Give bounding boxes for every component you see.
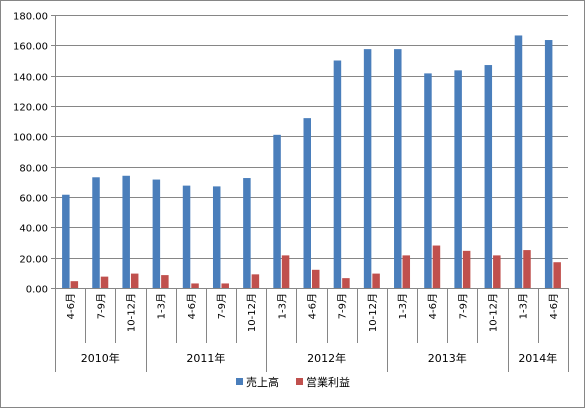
bar-operating-profit [281, 255, 290, 288]
x-tick-label: 1-3月 [397, 293, 409, 319]
bar-sales [273, 134, 281, 288]
bar-operating-profit [251, 274, 260, 288]
year-label: 2014年 [518, 351, 557, 365]
legend-entry: 売上高 [246, 375, 279, 389]
bar-operating-profit [100, 276, 109, 288]
year-label: 2012年 [307, 351, 346, 365]
x-tick-label: 1-3月 [156, 293, 168, 319]
legend-entry: 営業利益 [306, 375, 350, 389]
bar-operating-profit [70, 281, 79, 288]
x-tick-label: 1-3月 [276, 293, 288, 319]
bar-sales [363, 49, 372, 288]
bar-operating-profit [553, 262, 561, 288]
bar-operating-profit [161, 275, 169, 288]
bar-operating-profit [342, 278, 350, 288]
bar-sales [424, 73, 432, 289]
bar-sales [333, 60, 342, 288]
x-tick-label: 7-9月 [216, 293, 228, 319]
y-tick-label: 80.00 [19, 164, 48, 175]
bar-sales [454, 70, 462, 288]
x-tick-label: 10-12月 [367, 293, 379, 332]
x-tick-label: 7-9月 [337, 293, 349, 319]
year-label: 2010年 [81, 351, 120, 365]
bar-operating-profit [221, 283, 229, 288]
bar-sales [212, 186, 221, 288]
bar-operating-profit [191, 283, 199, 288]
x-tick-label: 4-6月 [548, 293, 560, 319]
x-tick-label: 4-6月 [186, 293, 198, 319]
legend-swatch [296, 378, 303, 385]
bar-sales [152, 179, 161, 288]
bar-sales [394, 49, 402, 288]
y-tick-label: 180.00 [13, 12, 48, 23]
bar-sales [92, 177, 100, 288]
y-tick-label: 100.00 [13, 133, 48, 144]
x-tick-label: 4-6月 [427, 293, 439, 319]
y-tick-label: 60.00 [19, 194, 48, 205]
y-tick-label: 160.00 [13, 42, 48, 53]
x-tick-label: 10-12月 [125, 293, 137, 332]
legend-swatch [236, 378, 243, 385]
bar-operating-profit [312, 269, 320, 288]
year-label: 2013年 [428, 351, 467, 365]
bar-operating-profit [402, 255, 411, 288]
bar-sales [62, 194, 70, 288]
x-tick-label: 4-6月 [307, 293, 319, 319]
x-tick-label: 7-9月 [457, 293, 469, 319]
bar-sales [122, 175, 130, 288]
bar-sales [303, 118, 311, 288]
y-tick-label: 40.00 [19, 224, 48, 235]
bar-operating-profit [130, 273, 139, 288]
y-tick-label: 140.00 [13, 73, 48, 84]
x-tick-label: 10-12月 [488, 293, 500, 332]
bar-sales [544, 40, 553, 289]
x-tick-label: 1-3月 [518, 293, 530, 319]
bar-sales [484, 65, 493, 288]
x-tick-label: 4-6月 [65, 293, 77, 319]
y-tick-label: 120.00 [13, 103, 48, 114]
y-tick-label: 20.00 [19, 255, 48, 266]
bar-operating-profit [523, 250, 531, 288]
bar-sales [182, 185, 191, 288]
bar-operating-profit [493, 255, 501, 288]
bar-sales [514, 35, 523, 288]
bar-operating-profit [372, 273, 380, 288]
x-tick-label: 7-9月 [95, 293, 107, 319]
bar-operating-profit [462, 250, 471, 288]
bar-sales [243, 178, 251, 288]
x-tick-label: 10-12月 [246, 293, 258, 332]
bar-operating-profit [432, 245, 441, 288]
year-label: 2011年 [186, 351, 225, 365]
y-tick-label: 0.00 [26, 285, 48, 296]
